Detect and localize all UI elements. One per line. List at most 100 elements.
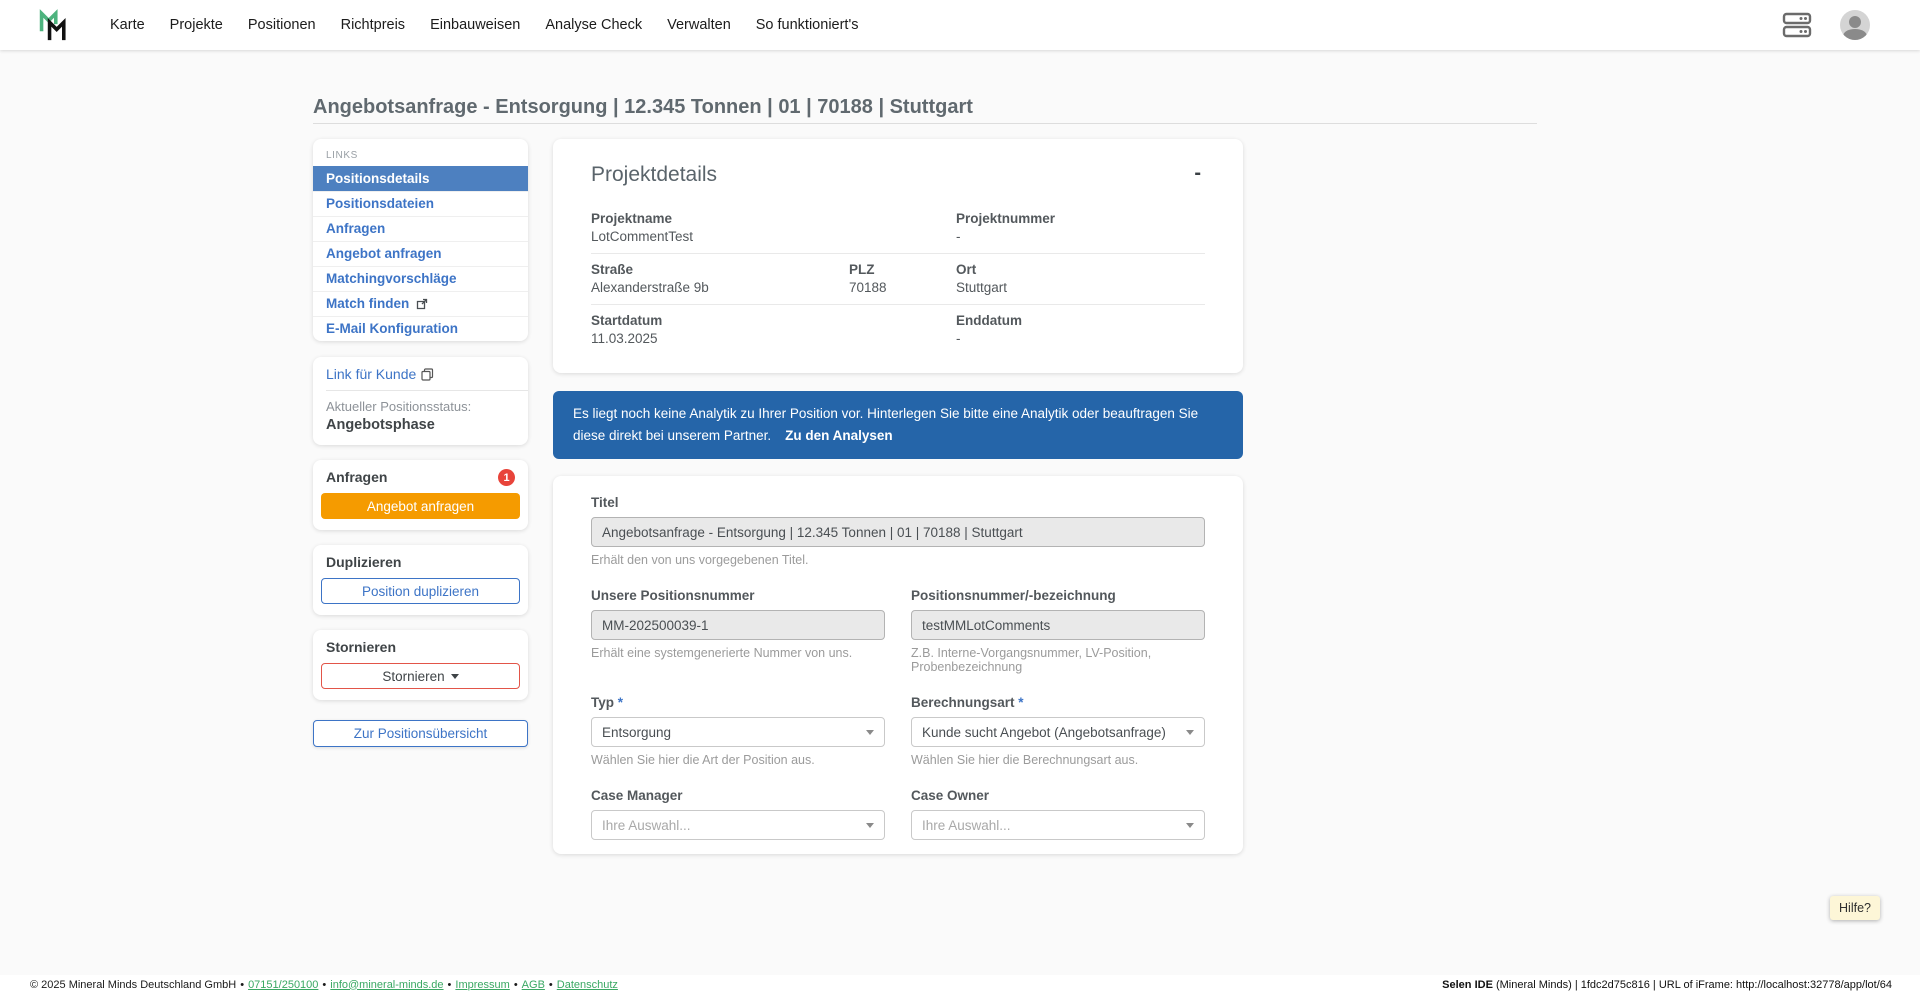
nav-item-einbauweisen[interactable]: Einbauweisen (430, 17, 521, 33)
nav-item-verwalten[interactable]: Verwalten (667, 17, 731, 33)
sidebar-item-label: Positionsdateien (326, 196, 435, 211)
projektdetails-title: Projektdetails (591, 163, 718, 186)
projektname-value: LotCommentTest (591, 229, 694, 244)
divider (326, 390, 528, 391)
projektdetails-card: Projektdetails - Projektname LotCommentT… (553, 139, 1243, 373)
copy-icon (421, 367, 434, 381)
sidebar-item-positionsdateien[interactable]: Positionsdateien (313, 191, 528, 216)
sidebar-item-positionsdetails[interactable]: Positionsdetails (313, 166, 528, 191)
case-owner-label: Case Owner (911, 788, 990, 804)
main-content: Projektdetails - Projektname LotCommentT… (553, 139, 1243, 855)
top-navigation-bar: Karte Projekte Positionen Richtpreis Ein… (0, 0, 1920, 50)
sidebar-item-label: Anfragen (326, 221, 386, 236)
anfragen-card: Anfragen 1 Angebot anfragen (313, 460, 528, 530)
iframe-url-text: (Mineral Minds) | 1fdc2d75c816 | URL of … (1492, 978, 1892, 991)
link-fuer-kunde[interactable]: Link für Kunde (326, 366, 515, 382)
sidebar-item-anfragen[interactable]: Anfragen (313, 216, 528, 241)
links-card: LINKS Positionsdetails Positionsdateien … (313, 139, 528, 341)
link-fuer-kunde-label: Link für Kunde (326, 366, 417, 382)
title-divider (313, 123, 1537, 124)
collapse-card-button[interactable]: - (1194, 162, 1201, 184)
ort-label: Ort (956, 262, 977, 277)
titel-input (591, 517, 1205, 548)
positionsnummer-input (911, 610, 1205, 641)
footer-separator: • (240, 978, 245, 991)
detail-row: Startdatum 11.03.2025 Enddatum - (591, 304, 1205, 355)
datenschutz-link[interactable]: Datenschutz (556, 978, 618, 991)
sidebar-item-matchingvorschlaege[interactable]: Matchingvorschläge (313, 266, 528, 291)
sidebar: LINKS Positionsdetails Positionsdateien … (313, 139, 528, 747)
page-title: Angebotsanfrage - Entsorgung | 12.345 To… (313, 96, 973, 118)
email-link[interactable]: info@mineral-minds.de (330, 978, 444, 991)
footer-separator: • (548, 978, 553, 991)
case-manager-placeholder: Ihre Auswahl... (602, 817, 691, 833)
projektname-label: Projektname (591, 211, 673, 226)
detail-row: Projektname LotCommentTest Projektnummer… (591, 203, 1205, 253)
typ-helper: Wählen Sie hier die Art der Position aus… (591, 753, 815, 768)
berechnungsart-select-value: Kunde sucht Angebot (Angebotsanfrage) (922, 724, 1166, 740)
stornieren-button-label: Stornieren (382, 668, 445, 684)
server-stack-icon[interactable] (1782, 12, 1812, 38)
berechnungsart-helper: Wählen Sie hier die Berechnungsart aus. (911, 753, 1139, 768)
duplizieren-card-title: Duplizieren (326, 554, 402, 570)
sidebar-item-angebot-anfragen[interactable]: Angebot anfragen (313, 241, 528, 266)
hilfe-button[interactable]: Hilfe? (1830, 896, 1880, 920)
nav-item-richtpreis[interactable]: Richtpreis (340, 17, 406, 33)
enddatum-value: - (956, 331, 961, 346)
berechnungsart-select[interactable]: Kunde sucht Angebot (Angebotsanfrage) (911, 717, 1205, 748)
footer-separator: • (447, 978, 452, 991)
case-manager-label: Case Manager (591, 788, 683, 804)
main-nav: Karte Projekte Positionen Richtpreis Ein… (110, 17, 858, 33)
detail-row: Straße Alexanderstraße 9b PLZ 70188 Ort … (591, 253, 1205, 304)
anfragen-count-badge: 1 (498, 469, 515, 486)
nav-item-projekte[interactable]: Projekte (169, 17, 223, 33)
phone-link[interactable]: 07151/250100 (248, 978, 319, 991)
unsere-positionsnummer-input (591, 610, 885, 641)
stornieren-dropdown-button[interactable]: Stornieren (321, 663, 520, 689)
startdatum-value: 11.03.2025 (591, 331, 658, 346)
position-form-card: Titel Erhält den von uns vorgegebenen Ti… (553, 476, 1243, 855)
positionsnummer-label: Positionsnummer/-bezeichnung (911, 588, 1116, 604)
ort-value: Stuttgart (956, 280, 1008, 295)
required-asterisk: * (1018, 695, 1024, 711)
status-label: Aktueller Positionsstatus: (326, 399, 472, 414)
case-manager-select[interactable]: Ihre Auswahl... (591, 810, 885, 841)
position-duplizieren-button[interactable]: Position duplizieren (321, 578, 520, 604)
zu-den-analysen-link[interactable]: Zu den Analysen (785, 427, 893, 443)
chevron-down-icon (1186, 729, 1194, 735)
status-value: Angebotsphase (326, 417, 435, 433)
projektnummer-label: Projektnummer (956, 211, 1056, 226)
typ-select[interactable]: Entsorgung (591, 717, 885, 748)
agb-link[interactable]: AGB (521, 978, 545, 991)
unsere-positionsnummer-helper: Erhält eine systemgenerierte Nummer von … (591, 646, 853, 661)
nav-item-analyse-check[interactable]: Analyse Check (545, 17, 643, 33)
sidebar-item-email-konfiguration[interactable]: E-Mail Konfiguration (313, 316, 528, 341)
positionsnummer-helper: Z.B. Interne-Vorgangsnummer, LV-Position… (911, 646, 1152, 675)
duplizieren-card: Duplizieren Position duplizieren (313, 545, 528, 615)
sidebar-item-label: Angebot anfragen (326, 246, 442, 261)
impressum-link[interactable]: Impressum (455, 978, 510, 991)
footer-separator: • (513, 978, 518, 991)
footer-separator: • (322, 978, 327, 991)
sidebar-item-label: Matchingvorschläge (326, 271, 457, 286)
angebot-anfragen-button[interactable]: Angebot anfragen (321, 493, 520, 519)
sidebar-item-label: Positionsdetails (326, 171, 430, 186)
nav-item-so-funktionierts[interactable]: So funktioniert's (755, 17, 859, 33)
chevron-down-icon (866, 822, 874, 828)
sidebar-item-label: E-Mail Konfiguration (326, 321, 458, 336)
links-card-header: LINKS (326, 150, 358, 161)
case-owner-placeholder: Ihre Auswahl... (922, 817, 1011, 833)
zur-positionsuebersicht-button[interactable]: Zur Positionsübersicht (313, 720, 528, 747)
nav-item-karte[interactable]: Karte (110, 17, 145, 33)
sidebar-item-match-finden[interactable]: Match finden (313, 291, 528, 316)
case-owner-select[interactable]: Ihre Auswahl... (911, 810, 1205, 841)
projektnummer-value: - (956, 229, 961, 244)
typ-select-value: Entsorgung (602, 724, 672, 740)
mineral-minds-logo-icon[interactable] (38, 7, 70, 43)
berechnungsart-label: Berechnungsart * (911, 695, 1024, 711)
chevron-down-icon (450, 673, 459, 679)
user-avatar[interactable] (1840, 10, 1870, 40)
debug-info: Selen IDE (Mineral Minds) | 1fdc2d75c816… (1442, 979, 1892, 991)
nav-item-positionen[interactable]: Positionen (247, 17, 316, 33)
stornieren-card-title: Stornieren (326, 639, 397, 655)
